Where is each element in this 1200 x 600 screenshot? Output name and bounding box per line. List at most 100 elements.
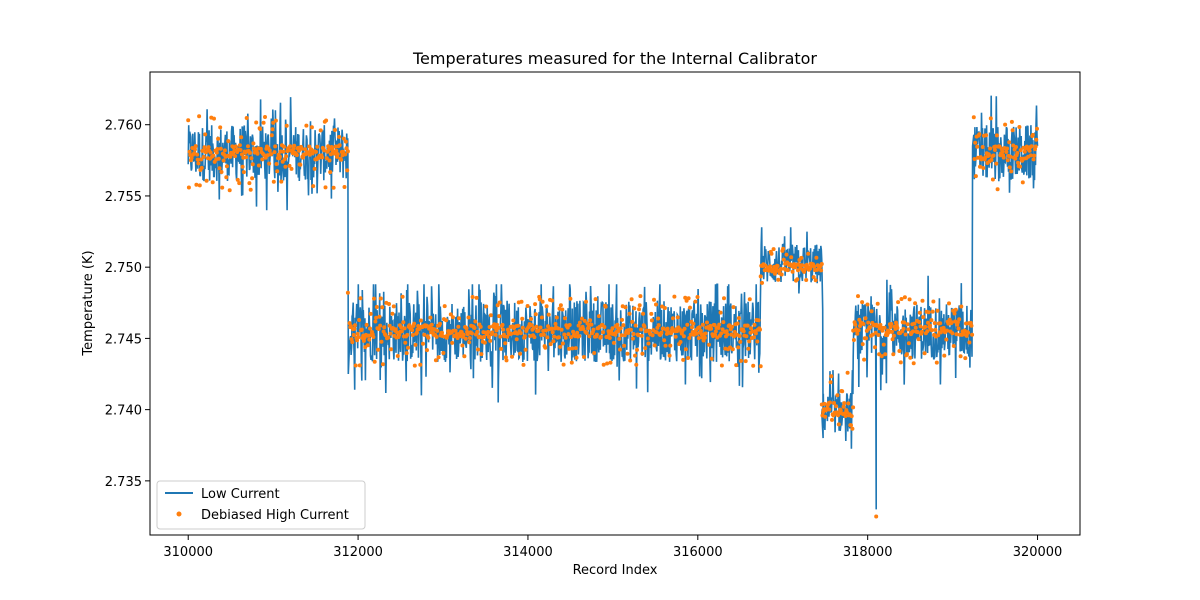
data-point [486, 329, 491, 334]
data-point [1017, 125, 1022, 129]
data-point [836, 422, 841, 427]
data-point [344, 146, 349, 151]
data-point [571, 329, 576, 334]
data-point [667, 353, 672, 358]
data-point [913, 301, 918, 306]
data-point [739, 358, 743, 363]
data-point [251, 141, 256, 146]
data-point [397, 332, 402, 337]
data-point [388, 331, 393, 336]
data-point [957, 317, 962, 322]
data-point [1028, 153, 1033, 158]
x-tick-label: 310000 [163, 545, 213, 560]
data-point [291, 146, 296, 151]
data-point [497, 314, 502, 319]
data-point [582, 318, 587, 323]
legend-box [156, 480, 366, 530]
legend: Low Current Debiased High Current [156, 480, 366, 530]
data-point [301, 155, 305, 160]
data-point [619, 333, 624, 338]
data-point [638, 294, 643, 299]
y-axis-label: Temperature (K) [81, 250, 96, 356]
data-point [569, 360, 574, 365]
data-point [829, 374, 834, 379]
data-point [518, 351, 523, 356]
data-point [712, 323, 717, 327]
data-point [630, 336, 635, 341]
data-point [633, 323, 638, 328]
data-point [691, 321, 696, 326]
data-point [906, 327, 911, 332]
data-point [529, 317, 533, 321]
data-point [703, 331, 708, 336]
data-point [322, 148, 327, 153]
x-axis: 310000 312000 314000 316000 318000 320000 [163, 535, 1062, 560]
data-point [380, 362, 385, 367]
data-point [580, 316, 584, 321]
data-point [630, 319, 635, 324]
data-point [744, 334, 749, 339]
data-point [568, 296, 573, 301]
data-point [505, 334, 510, 339]
data-point [193, 144, 198, 149]
data-point [610, 326, 615, 331]
data-point [861, 322, 866, 326]
data-point [224, 164, 229, 169]
data-point [548, 342, 553, 347]
data-point [694, 331, 699, 336]
data-point [474, 295, 479, 300]
data-point [462, 354, 467, 359]
data-point [873, 345, 877, 350]
data-point [747, 297, 752, 302]
data-point [913, 325, 918, 330]
data-point [659, 330, 664, 335]
data-point [410, 328, 415, 333]
data-point [753, 331, 758, 336]
data-point [534, 324, 539, 329]
data-point [523, 347, 528, 352]
legend-label-debiased-high-current: Debiased High Current [201, 508, 349, 523]
data-point [405, 332, 410, 337]
data-point [334, 148, 339, 153]
data-point [323, 185, 328, 190]
data-point [980, 145, 985, 149]
data-point [536, 328, 541, 333]
data-point [281, 149, 286, 154]
data-point [581, 327, 586, 331]
data-point [637, 307, 641, 312]
data-point [971, 115, 976, 120]
data-point [500, 322, 505, 327]
data-point [550, 330, 555, 335]
data-point [800, 263, 805, 268]
data-point [237, 143, 242, 148]
data-point [421, 341, 425, 346]
data-point [956, 326, 961, 331]
data-point [561, 362, 566, 367]
data-point [567, 323, 572, 327]
data-point [978, 164, 982, 169]
data-point [725, 332, 730, 337]
data-point [413, 342, 418, 347]
data-point [713, 332, 718, 337]
data-point [484, 304, 489, 309]
data-point [387, 302, 391, 306]
data-point [573, 346, 578, 351]
data-point [326, 144, 331, 149]
data-point [331, 185, 336, 190]
data-point [904, 352, 909, 357]
data-point [990, 177, 995, 182]
data-point [851, 405, 856, 410]
data-point [434, 334, 439, 339]
data-point [444, 318, 449, 323]
data-point [947, 301, 951, 306]
data-point [563, 335, 568, 340]
data-point [553, 321, 558, 326]
data-point [450, 315, 455, 320]
data-point [479, 352, 484, 357]
data-point [864, 336, 869, 341]
data-point [995, 187, 1000, 192]
data-point [216, 136, 221, 141]
data-point [977, 132, 982, 137]
data-point [272, 150, 277, 155]
data-point [473, 319, 478, 324]
